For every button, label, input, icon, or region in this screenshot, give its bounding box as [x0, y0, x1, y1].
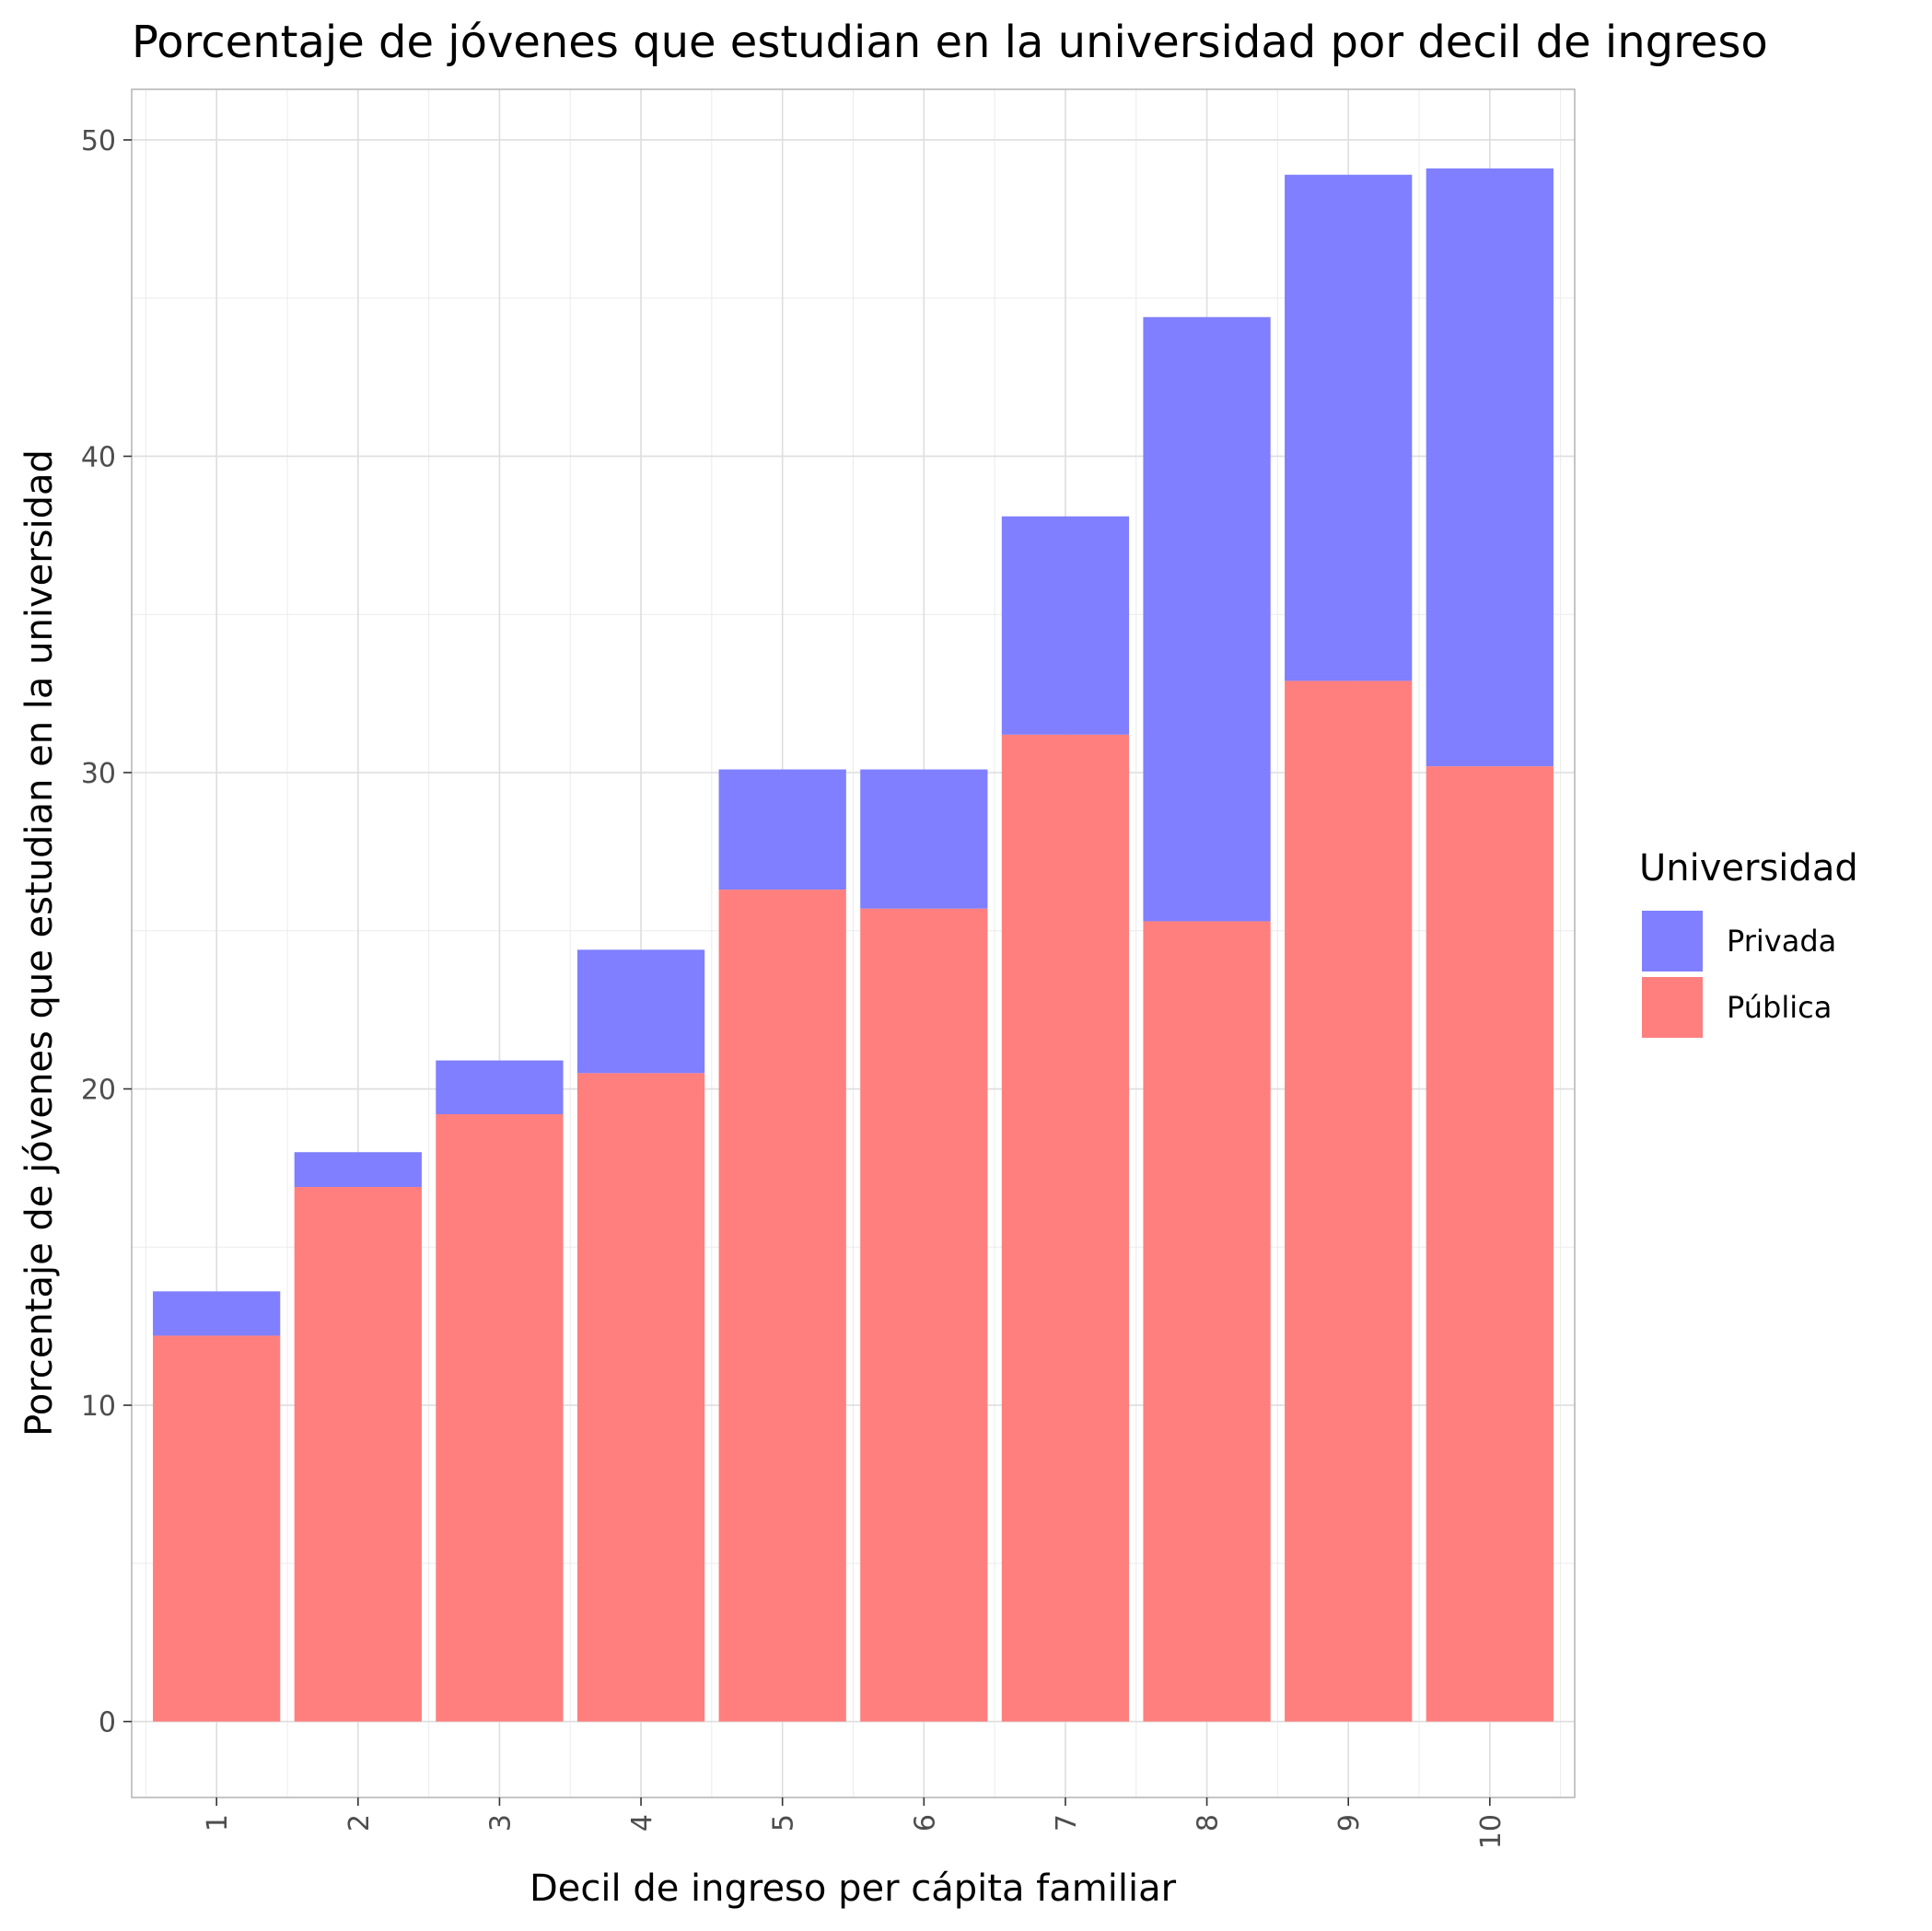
bar-privada-decil-3 — [436, 1060, 564, 1114]
x-axis-title: Decil de ingreso per cápita familiar — [530, 1867, 1177, 1910]
y-tick-label: 0 — [99, 1707, 116, 1739]
bar-privada-decil-2 — [294, 1152, 422, 1188]
bar-publica-decil-6 — [860, 908, 988, 1722]
x-tick-label: 8 — [1193, 1814, 1225, 1832]
x-tick-label: 3 — [484, 1814, 517, 1832]
bar-privada-decil-4 — [576, 949, 705, 1074]
x-tick-label: 1 — [202, 1814, 234, 1832]
bar-publica-decil-2 — [294, 1187, 422, 1722]
legend-title: Universidad — [1639, 847, 1858, 890]
x-tick-label: 5 — [768, 1814, 800, 1832]
bar-publica-decil-5 — [718, 890, 846, 1722]
x-tick-label: 7 — [1051, 1814, 1083, 1832]
axes: 0 10 20 30 40 50 1 2 3 4 5 6 7 8 9 10 — [81, 125, 1507, 1849]
x-tick-label: 2 — [343, 1814, 376, 1832]
bar-publica-decil-7 — [1001, 734, 1130, 1722]
legend-key-privada — [1642, 911, 1703, 971]
bar-privada-decil-10 — [1426, 168, 1554, 767]
bar-privada-decil-5 — [718, 769, 846, 890]
bar-publica-decil-4 — [576, 1073, 705, 1722]
y-axis-title: Porcentaje de jóvenes que estudian en la… — [18, 449, 61, 1437]
legend-label: Pública — [1727, 990, 1832, 1025]
legend-key-publica — [1642, 977, 1703, 1038]
x-tick-label: 9 — [1333, 1814, 1366, 1832]
x-tick-label: 6 — [909, 1814, 941, 1832]
bar-privada-decil-1 — [153, 1291, 281, 1336]
y-tick-label: 20 — [81, 1075, 116, 1107]
plot-border — [131, 88, 1576, 1798]
bars — [153, 168, 1554, 1722]
bar-publica-decil-1 — [153, 1335, 281, 1722]
bar-privada-decil-7 — [1001, 516, 1130, 735]
y-tick-label: 50 — [81, 125, 116, 157]
bar-publica-decil-8 — [1143, 921, 1271, 1722]
bar-publica-decil-10 — [1426, 766, 1554, 1722]
chart-title: Porcentaje de jóvenes que estudian en la… — [132, 17, 1768, 68]
y-tick-label: 40 — [81, 441, 116, 473]
bar-privada-decil-6 — [860, 769, 988, 909]
legend-label: Privada — [1727, 924, 1836, 959]
bar-privada-decil-8 — [1143, 317, 1271, 922]
x-tick-label: 10 — [1475, 1814, 1507, 1849]
x-tick-label: 4 — [626, 1814, 658, 1832]
y-tick-label: 30 — [81, 758, 116, 790]
legend: Universidad Privada Pública — [1639, 847, 1858, 1038]
bar-publica-decil-9 — [1285, 681, 1413, 1722]
y-tick-label: 10 — [81, 1390, 116, 1423]
bar-publica-decil-3 — [436, 1114, 564, 1722]
bar-privada-decil-9 — [1285, 174, 1413, 681]
